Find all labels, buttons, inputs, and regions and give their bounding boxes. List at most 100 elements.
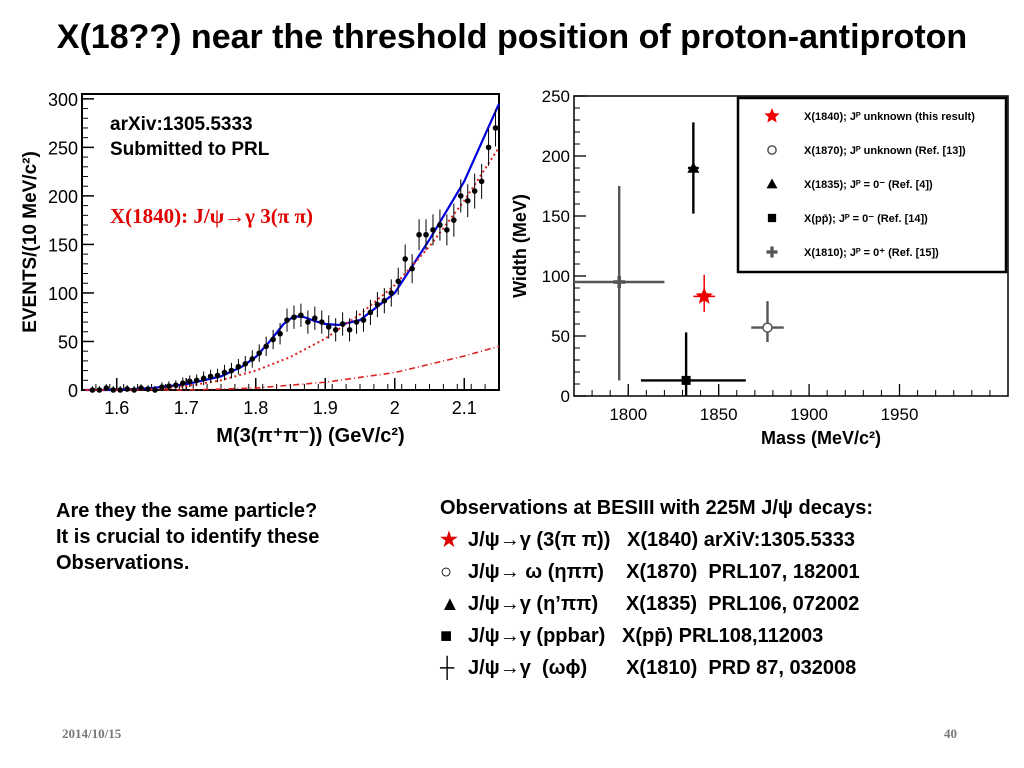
y-tick-label: 150 (542, 207, 570, 226)
data-point (166, 383, 172, 389)
legend-label: X(1840); Jᴾ unknown (this result) (804, 111, 975, 123)
square-marker (767, 213, 777, 223)
observation-text: J/ψ→ ω (ηππ) X(1870) PRL107, 182001 (468, 561, 860, 583)
data-point (249, 356, 256, 362)
y-tick-label: 200 (48, 187, 78, 207)
annotation-arxiv: arXiv:1305.5333 (110, 114, 253, 135)
note-line: Are they the same particle? (56, 500, 318, 522)
star-marker (695, 287, 713, 304)
data-point (242, 360, 249, 367)
legend-box (736, 96, 1008, 274)
data-point (478, 178, 485, 185)
x-tick-label: 2.1 (452, 398, 477, 418)
y-tick-label: 0 (561, 387, 570, 406)
data-point (131, 387, 137, 393)
data-point (145, 386, 151, 392)
data-point (353, 319, 360, 325)
y-tick-label: 250 (542, 87, 570, 106)
y-axis-label: EVENTS/(10 MeV/c²) (20, 151, 41, 333)
data-point (485, 144, 492, 151)
cross-marker (766, 246, 778, 258)
observation-item: ┼ J/ψ→γ (ωϕ) X(1810) PRD 87, 032008 (440, 652, 873, 684)
x-tick-label: 1950 (881, 405, 919, 424)
x-axis-label: M(3(π⁺π⁻)) (GeV/c²) (216, 425, 404, 447)
data-point (395, 278, 402, 285)
observation-text: J/ψ→γ (η’ππ) X(1835) PRL106, 072002 (468, 593, 860, 615)
annotation-submitted: Submitted to PRL (110, 139, 270, 160)
data-point (416, 231, 422, 238)
data-point (381, 297, 388, 304)
observations-list: Observations at BESIII with 225M J/ψ dec… (440, 492, 873, 684)
x-tick-label: 1850 (700, 405, 738, 424)
cross-icon: ┼ (440, 657, 455, 679)
data-point (221, 369, 228, 376)
observation-text: J/ψ→γ (ppbar) X(pp̄) PRL108,112003 (468, 625, 824, 647)
data-point (451, 217, 457, 223)
x-tick-label: 1900 (790, 405, 828, 424)
y-tick-label: 50 (551, 327, 570, 346)
data-point (332, 327, 339, 333)
triangle-marker (766, 178, 778, 189)
data-point (207, 373, 214, 380)
y-tick-label: 100 (542, 267, 570, 286)
page-number: 40 (944, 726, 957, 741)
note-line: It is crucial to identify these (56, 526, 320, 548)
data-point (263, 343, 269, 350)
legend-label: X(pp̄); Jᴾ = 0⁻ (Ref. [14]) (804, 213, 928, 225)
x-axis-label: Mass (MeV/c²) (761, 428, 881, 448)
data-point (457, 193, 464, 199)
data-point (193, 377, 200, 384)
data-point (423, 231, 429, 238)
y-tick-label: 50 (58, 332, 78, 352)
data-point (464, 197, 471, 204)
note-text: Are they the same particle? It is crucia… (56, 498, 319, 576)
data-point (298, 312, 304, 319)
data-point (346, 327, 353, 333)
cross-marker (613, 276, 626, 288)
data-point (409, 265, 415, 272)
data-point (235, 363, 242, 370)
data-point (138, 385, 144, 391)
observation-item: ★ J/ψ→γ (3(π π)) X(1840) arXiV:1305.5333 (440, 524, 873, 556)
y-tick-label: 150 (48, 235, 78, 255)
footer-date: 2014/10/15 (62, 726, 122, 741)
square-marker (681, 375, 691, 385)
circle-icon: ○ (440, 561, 453, 583)
y-tick-label: 300 (48, 90, 78, 110)
data-point (179, 380, 186, 387)
observations-heading: Observations at BESIII with 225M J/ψ dec… (440, 497, 873, 519)
data-point (159, 384, 165, 390)
observation-item: ○ J/ψ→ ω (ηππ) X(1870) PRL107, 182001 (440, 556, 873, 588)
data-point (367, 309, 374, 316)
data-point (444, 227, 450, 233)
data-point (339, 321, 346, 327)
annotation-process: X(1840): J/ψ→γ 3(π π) (110, 204, 313, 228)
data-point (374, 301, 381, 308)
data-point (270, 336, 276, 343)
data-point (305, 319, 311, 325)
data-point (152, 387, 158, 393)
right-chart: 1800 1850 1900 1950 0 50 100 150 200 250 Mass (MeV… (510, 87, 1009, 448)
x-tick-label: 1.7 (174, 398, 199, 418)
circle-marker (762, 322, 773, 333)
star-icon: ★ (440, 529, 458, 551)
data-point (360, 317, 367, 323)
data-point (200, 375, 207, 382)
data-point (103, 385, 110, 391)
star-marker (764, 108, 780, 123)
data-point (117, 387, 124, 393)
data-point (388, 290, 395, 296)
data-point (492, 125, 499, 131)
other-background-curve (85, 345, 500, 391)
square-icon: ■ (440, 625, 453, 647)
data-point (437, 222, 443, 228)
triangle-marker (687, 162, 700, 173)
x-tick-label: 1.9 (313, 398, 338, 418)
cross-marker-bar-v (617, 276, 622, 288)
triangle-icon: ▲ (440, 593, 460, 615)
data-point (228, 367, 235, 374)
data-point (291, 314, 297, 321)
legend-label: X(1810); Jᴾ = 0⁺ (Ref. [15]) (804, 247, 939, 259)
data-point (214, 372, 221, 379)
data-point (186, 378, 193, 385)
